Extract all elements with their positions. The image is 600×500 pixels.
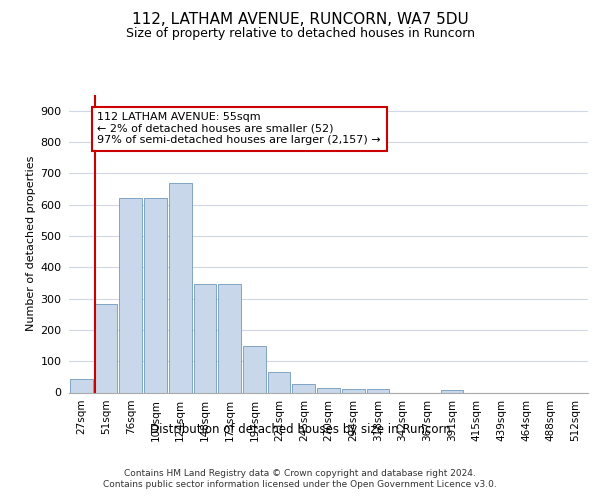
- Bar: [70, 380, 93, 392]
- Bar: [95, 304, 118, 392]
- Bar: [218, 284, 241, 393]
- Text: 112 LATHAM AVENUE: 55sqm
← 2% of detached houses are smaller (52)
97% of semi-de: 112 LATHAM AVENUE: 55sqm ← 2% of detache…: [97, 112, 381, 146]
- Text: Contains public sector information licensed under the Open Government Licence v3: Contains public sector information licen…: [103, 480, 497, 489]
- Bar: [119, 198, 142, 392]
- Bar: [169, 184, 191, 392]
- Bar: [317, 388, 340, 392]
- Bar: [441, 390, 463, 392]
- Bar: [367, 390, 389, 392]
- Text: 112, LATHAM AVENUE, RUNCORN, WA7 5DU: 112, LATHAM AVENUE, RUNCORN, WA7 5DU: [131, 12, 469, 28]
- Text: Distribution of detached houses by size in Runcorn: Distribution of detached houses by size …: [149, 422, 451, 436]
- Text: Size of property relative to detached houses in Runcorn: Size of property relative to detached ho…: [125, 28, 475, 40]
- Y-axis label: Number of detached properties: Number of detached properties: [26, 156, 36, 332]
- Bar: [194, 284, 216, 393]
- Text: Contains HM Land Registry data © Crown copyright and database right 2024.: Contains HM Land Registry data © Crown c…: [124, 469, 476, 478]
- Bar: [342, 388, 365, 392]
- Bar: [243, 346, 266, 393]
- Bar: [292, 384, 315, 392]
- Bar: [144, 198, 167, 392]
- Bar: [268, 372, 290, 392]
